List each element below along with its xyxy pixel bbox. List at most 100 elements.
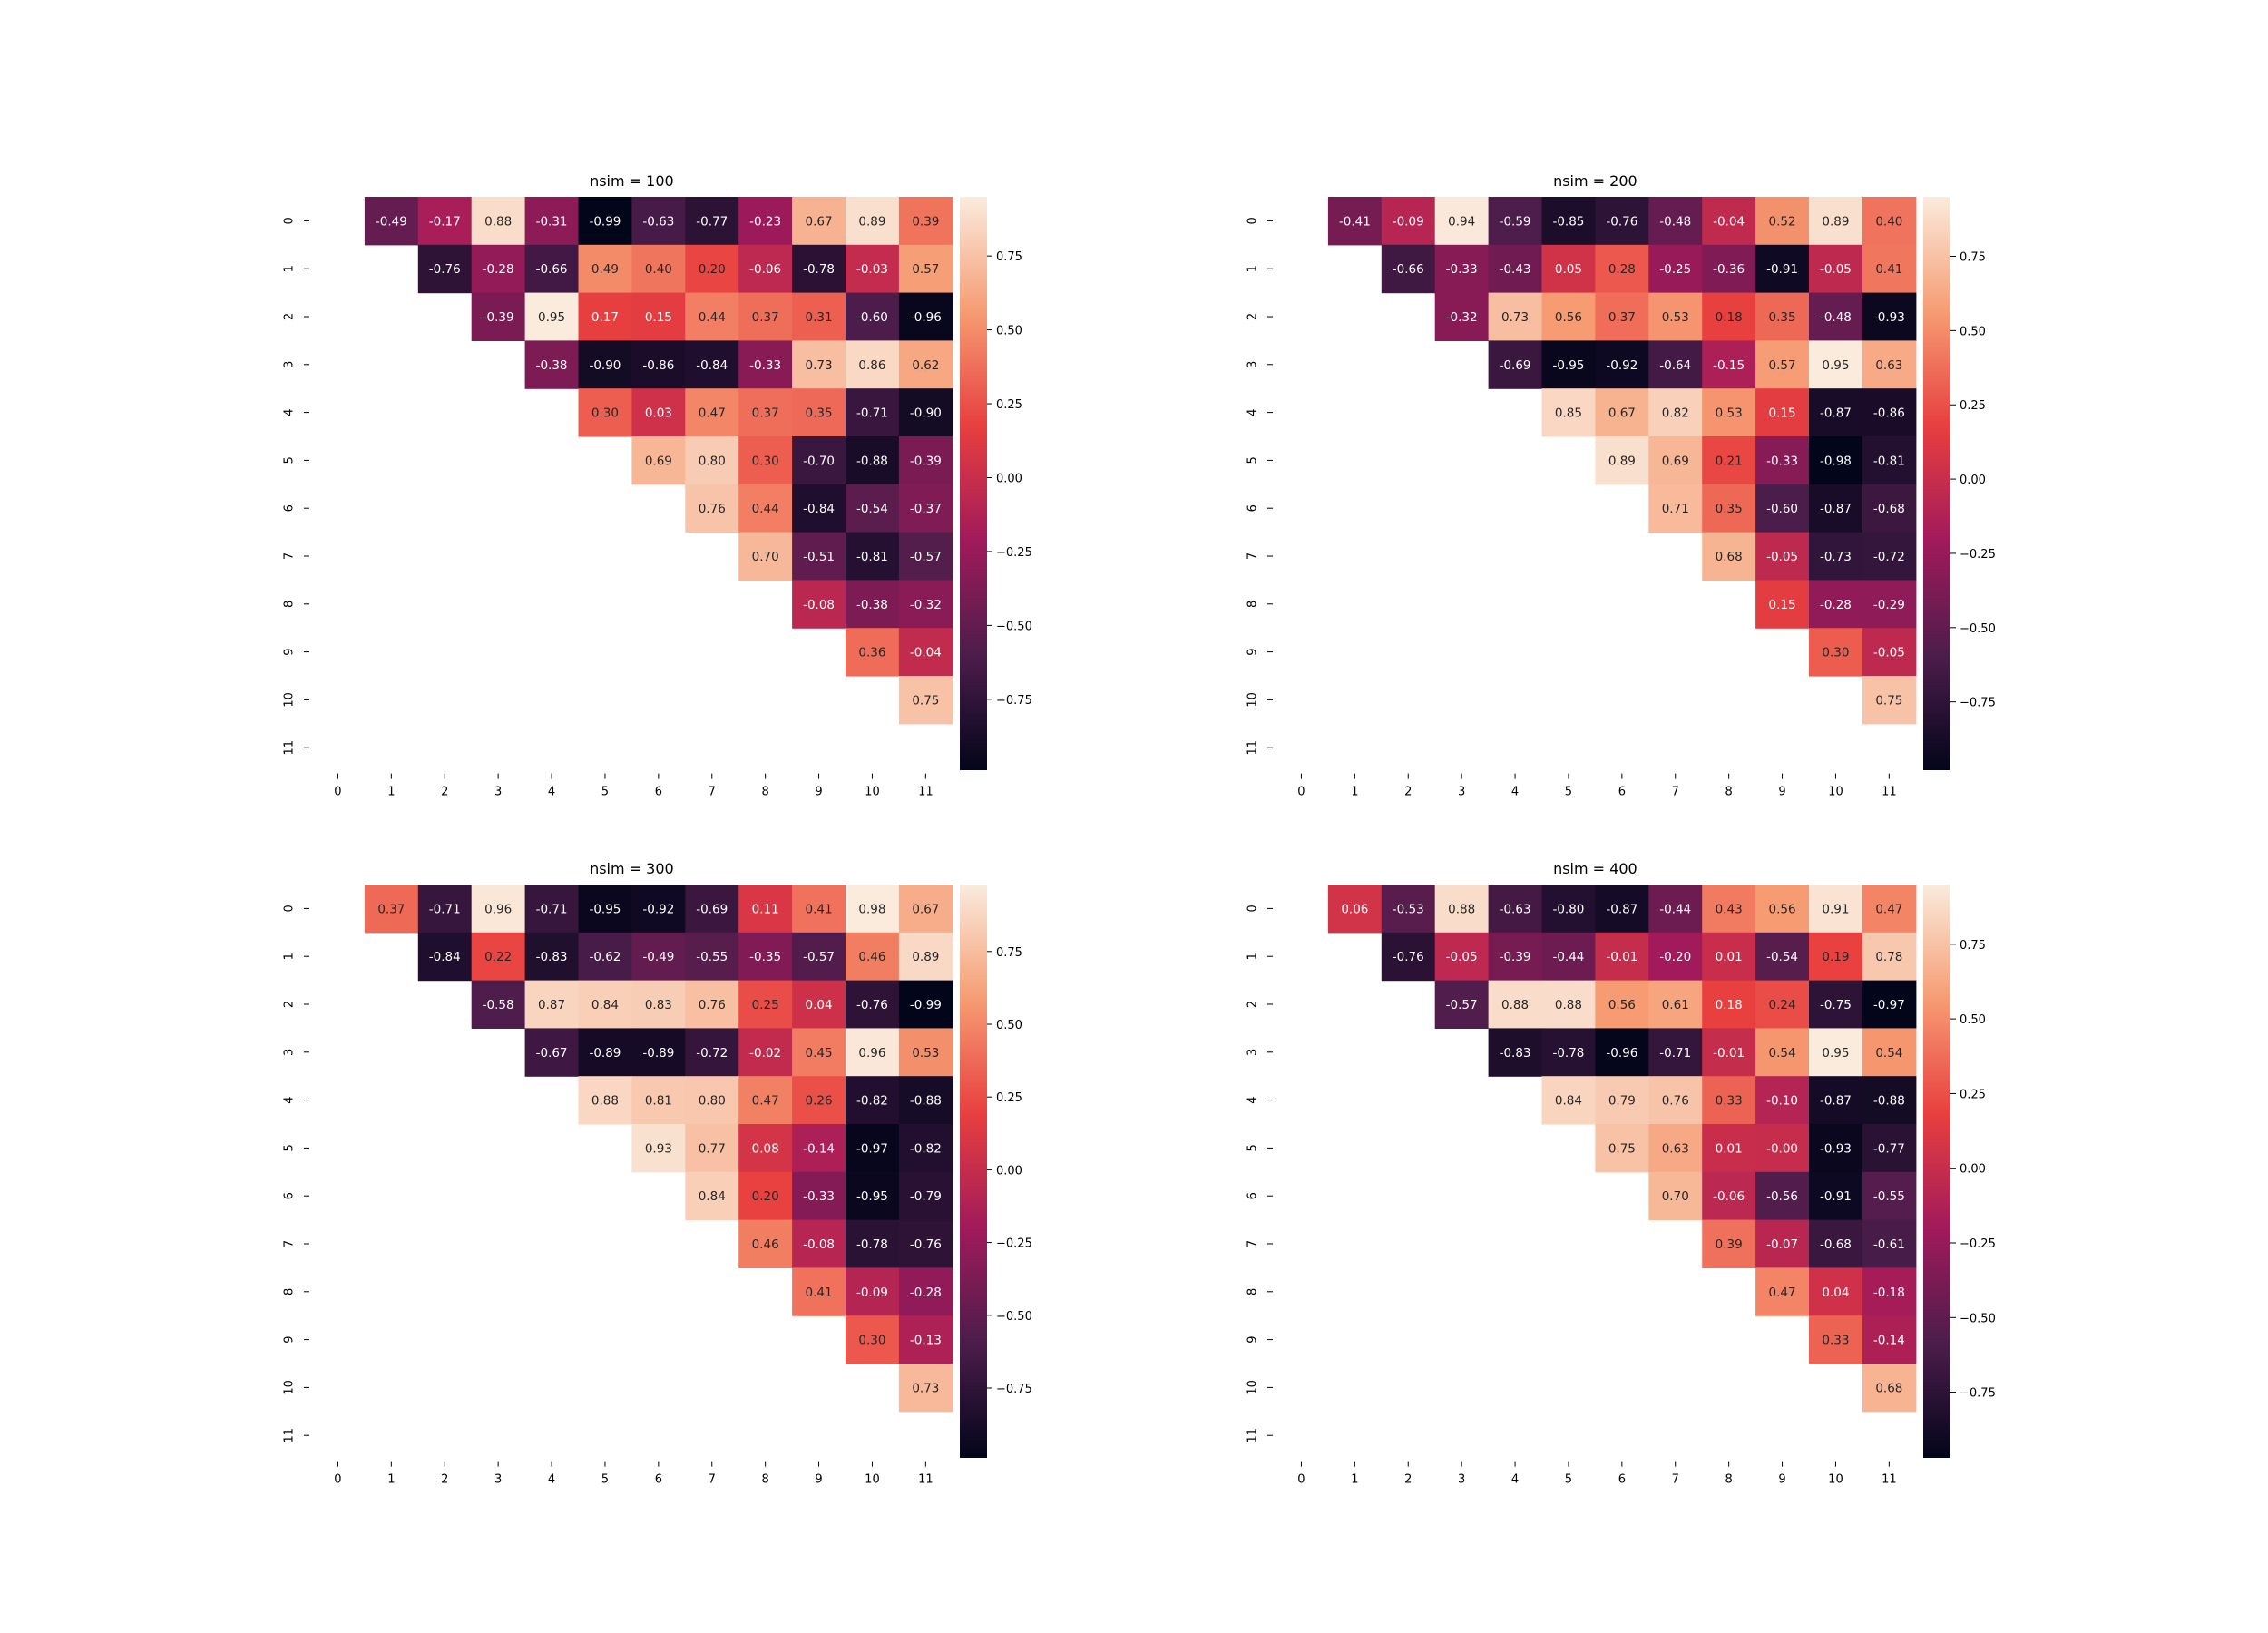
cell-value-label: -0.96 xyxy=(1606,1046,1637,1061)
x-tick-label: 9 xyxy=(1778,786,1785,799)
heatmap-cell xyxy=(1809,532,1863,581)
heatmap-cell xyxy=(685,1124,739,1173)
cell-value-label: -0.28 xyxy=(910,1286,942,1300)
cell-value-label: -0.05 xyxy=(1766,550,1798,564)
cell-value-label: -0.03 xyxy=(856,262,888,277)
heatmap-cell xyxy=(471,197,526,246)
cell-value-label: 0.30 xyxy=(1822,646,1849,660)
heatmap-cell xyxy=(738,1124,793,1173)
chart-title: nsim = 200 xyxy=(1553,172,1637,190)
heatmap-cell xyxy=(1755,484,1810,533)
y-tick-label: 6 xyxy=(283,1192,297,1199)
heatmap-cell xyxy=(631,436,686,485)
cell-value-label: 0.19 xyxy=(1822,950,1849,964)
heatmap-cell xyxy=(631,197,686,246)
heatmap-cell xyxy=(1809,197,1863,246)
x-tick-label: 8 xyxy=(762,786,769,799)
heatmap-cell xyxy=(1648,197,1703,246)
heatmap-cell xyxy=(1541,1028,1596,1077)
heatmap-cell xyxy=(846,1267,900,1316)
heatmap-cell xyxy=(1381,197,1436,246)
colorbar-tick-label: −0.75 xyxy=(996,694,1032,708)
heatmap-cell xyxy=(792,932,846,982)
cell-value-label: 0.83 xyxy=(645,998,672,1012)
cell-value-label: 0.88 xyxy=(591,1094,619,1109)
heatmap-cell xyxy=(1755,580,1810,629)
heatmap-cell xyxy=(898,1171,953,1221)
y-tick-label: 3 xyxy=(1246,361,1260,368)
cell-value-label: -0.39 xyxy=(910,454,942,468)
heatmap-cell xyxy=(1541,885,1596,934)
cell-value-label: -0.72 xyxy=(1873,550,1905,564)
cell-value-label: 0.41 xyxy=(806,902,833,916)
colorbar-tick-label: 0.25 xyxy=(996,1091,1022,1105)
heatmap-cell xyxy=(898,197,953,246)
cell-value-label: -0.01 xyxy=(1606,950,1637,964)
cell-value-label: -0.07 xyxy=(1766,1237,1798,1252)
cell-value-label: -0.99 xyxy=(910,998,942,1012)
heatmap-cell xyxy=(1862,484,1917,533)
colorbar xyxy=(960,885,987,1458)
cell-value-label: 0.41 xyxy=(806,1286,833,1300)
cell-value-label: 0.76 xyxy=(699,502,726,516)
cell-value-label: -0.87 xyxy=(1606,902,1637,916)
heatmap-cell xyxy=(471,932,526,982)
cell-value-label: 0.46 xyxy=(752,1237,779,1252)
cell-value-label: 0.52 xyxy=(1769,214,1796,229)
cell-value-label: 0.93 xyxy=(645,1141,672,1156)
x-tick-label: 0 xyxy=(334,786,341,799)
cell-value-label: -0.84 xyxy=(696,358,728,373)
cell-value-label: -0.10 xyxy=(1766,1094,1798,1109)
cell-value-label: 0.63 xyxy=(1662,1141,1689,1156)
colorbar-tick-label: 0.00 xyxy=(1960,474,1986,487)
heatmap-cell xyxy=(1809,932,1863,982)
heatmap-cell xyxy=(1541,980,1596,1029)
cell-value-label: 0.08 xyxy=(752,1141,779,1156)
cell-value-label: -0.38 xyxy=(536,358,568,373)
heatmap-cell xyxy=(1862,1124,1917,1173)
heatmap-cell xyxy=(898,340,953,389)
heatmap-cell xyxy=(1809,484,1863,533)
cell-value-label: -0.73 xyxy=(1820,550,1852,564)
heatmap-cell xyxy=(685,980,739,1029)
cell-value-label: 0.47 xyxy=(1875,902,1902,916)
colorbar-tick-label: 0.50 xyxy=(1960,325,1986,338)
cell-value-label: 0.89 xyxy=(1822,214,1849,229)
heatmap-cell xyxy=(1488,244,1543,294)
y-tick-label: 2 xyxy=(283,1001,297,1008)
heatmap-cell xyxy=(685,292,739,341)
heatmap-cell xyxy=(1702,885,1756,934)
x-tick-label: 5 xyxy=(1565,786,1572,799)
x-tick-label: 6 xyxy=(655,786,662,799)
cell-value-label: -0.06 xyxy=(749,262,781,277)
y-tick-label: 1 xyxy=(1246,953,1260,960)
heatmap-cell xyxy=(1595,340,1649,389)
cell-value-label: -0.15 xyxy=(1713,358,1745,373)
cell-value-label: 0.01 xyxy=(1716,1141,1743,1156)
cell-value-label: 0.56 xyxy=(1769,902,1796,916)
heatmap-cell xyxy=(846,484,900,533)
heatmap-cell xyxy=(1702,388,1756,437)
cell-value-label: 0.84 xyxy=(699,1189,726,1204)
heatmap-cell xyxy=(738,340,793,389)
y-tick-label: 7 xyxy=(283,1240,297,1247)
x-tick-label: 4 xyxy=(548,786,555,799)
cell-value-label: -0.09 xyxy=(1393,214,1424,229)
cell-value-label: -0.54 xyxy=(1766,950,1798,964)
cell-value-label: 0.89 xyxy=(912,950,939,964)
heatmap-cell xyxy=(1702,1124,1756,1173)
heatmap-cell xyxy=(792,1028,846,1077)
cell-value-label: -0.60 xyxy=(1766,502,1798,516)
cell-value-label: 0.91 xyxy=(1822,902,1849,916)
cell-value-label: -0.57 xyxy=(1446,998,1478,1012)
cell-value-label: 0.73 xyxy=(1501,310,1529,325)
cell-value-label: 0.96 xyxy=(858,1046,885,1061)
cell-value-label: -0.33 xyxy=(749,358,781,373)
heatmap-cell xyxy=(364,885,419,934)
cell-value-label: -0.71 xyxy=(1659,1046,1691,1061)
cell-value-label: -0.83 xyxy=(536,950,568,964)
heatmap-cell xyxy=(471,885,526,934)
heatmap-cell xyxy=(1648,436,1703,485)
x-tick-label: 11 xyxy=(918,786,934,799)
heatmap-cell xyxy=(1702,1171,1756,1221)
